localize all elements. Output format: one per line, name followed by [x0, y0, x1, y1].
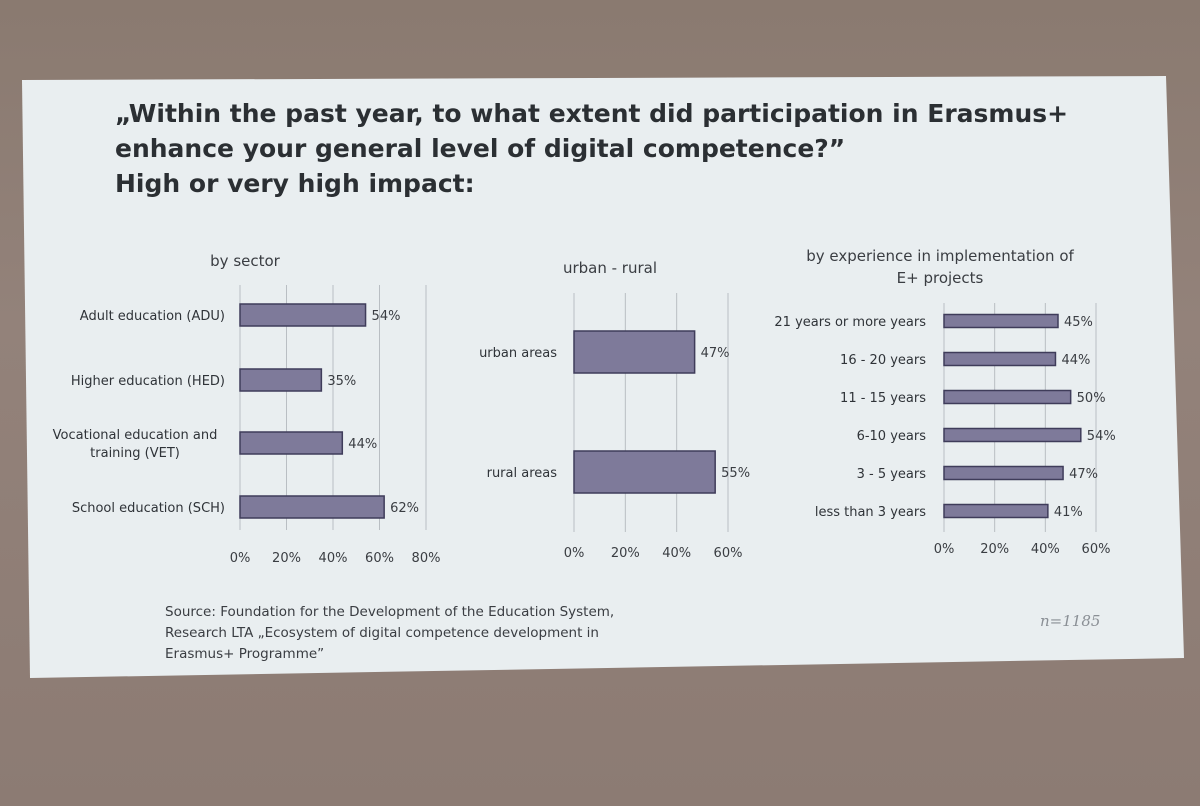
- category-label: less than 3 years: [815, 505, 926, 520]
- bar: [943, 313, 1059, 329]
- data-label: 50%: [1077, 391, 1106, 406]
- tick-label: 40%: [662, 546, 691, 561]
- source-line-2: Research LTA „Ecosystem of digital compe…: [165, 625, 599, 641]
- tick-label: 20%: [980, 542, 1009, 557]
- chart-title: E+ projects: [897, 269, 984, 287]
- chart-1: by sector 0% 20% 40% 60% 80% 54% Adult educatio…: [53, 252, 441, 566]
- data-label: 54%: [372, 309, 401, 324]
- bar: [943, 427, 1082, 443]
- data-label: 45%: [1064, 315, 1093, 330]
- tick-label: 20%: [272, 551, 301, 566]
- bar: [239, 303, 367, 327]
- category-label: 21 years or more years: [774, 315, 926, 330]
- data-label: 47%: [701, 346, 730, 361]
- slide-title: „Within the past year, to what extent di…: [115, 99, 1068, 198]
- category-label: rural areas: [487, 466, 558, 481]
- title-line-3: High or very high impact:: [115, 169, 475, 198]
- data-label: 62%: [390, 501, 419, 516]
- tick-label: 0%: [230, 551, 251, 566]
- tick-label: 60%: [714, 546, 743, 561]
- tick-label: 80%: [412, 551, 441, 566]
- category-label: urban areas: [479, 346, 557, 361]
- chart-3: by experience in implementation of E+ pro…: [774, 247, 1115, 557]
- chart-title: urban - rural: [563, 259, 657, 277]
- bar: [573, 450, 716, 494]
- data-label: 54%: [1087, 429, 1116, 444]
- bar: [573, 330, 696, 374]
- bar: [239, 431, 344, 455]
- category-label: 6-10 years: [857, 429, 927, 444]
- category-label: 11 - 15 years: [840, 391, 926, 406]
- category-label: Higher education (HED): [71, 374, 225, 389]
- data-label: 35%: [327, 374, 356, 389]
- tick-label: 0%: [934, 542, 955, 557]
- tick-label: 60%: [365, 551, 394, 566]
- category-label: School education (SCH): [72, 501, 225, 516]
- category-label: Adult education (ADU): [80, 309, 225, 324]
- tick-label: 40%: [1031, 542, 1060, 557]
- source-line-1: Source: Foundation for the Development o…: [165, 604, 614, 620]
- source-line-3: Erasmus+ Programme”: [165, 646, 324, 662]
- bar: [943, 465, 1064, 481]
- sample-size-label: n=1185: [1040, 612, 1100, 630]
- chart-title: by sector: [210, 252, 281, 270]
- bar: [239, 368, 323, 392]
- category-label: Vocational education and: [53, 428, 218, 443]
- tick-label: 40%: [319, 551, 348, 566]
- source-note: Source: Foundation for the Development o…: [165, 604, 614, 662]
- title-line-1: „Within the past year, to what extent di…: [115, 99, 1068, 128]
- data-label: 44%: [348, 437, 377, 452]
- data-label: 44%: [1061, 353, 1090, 368]
- data-label: 41%: [1054, 505, 1083, 520]
- category-label: training (VET): [90, 446, 180, 461]
- charts-area: by sector 0% 20% 40% 60% 80% 54% Adult educatio…: [53, 247, 1116, 566]
- bar: [943, 351, 1057, 367]
- data-label: 55%: [721, 466, 750, 481]
- slide-background: [22, 76, 1184, 678]
- bar: [239, 495, 385, 519]
- tick-label: 60%: [1082, 542, 1111, 557]
- title-line-2: enhance your general level of digital co…: [115, 134, 845, 163]
- chart-2: urban - rural 0% 20% 40% 60% 47% urban areas 55…: [479, 259, 750, 561]
- tick-label: 0%: [564, 546, 585, 561]
- bar: [943, 389, 1072, 405]
- chart-title: by experience in implementation of: [806, 247, 1074, 265]
- category-label: 16 - 20 years: [840, 353, 926, 368]
- data-label: 47%: [1069, 467, 1098, 482]
- category-label: 3 - 5 years: [857, 467, 927, 482]
- bar: [943, 503, 1049, 519]
- tick-label: 20%: [611, 546, 640, 561]
